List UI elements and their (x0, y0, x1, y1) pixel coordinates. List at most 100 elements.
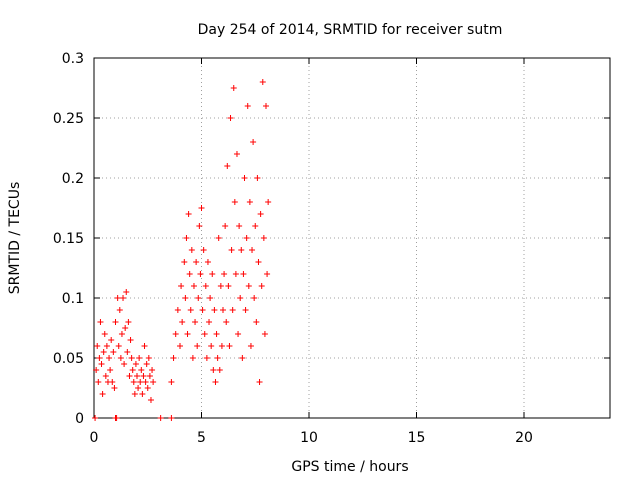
data-point (181, 259, 188, 265)
x-tick-label: 10 (300, 430, 318, 446)
data-point (229, 307, 236, 313)
y-axis-label: SRMTID / TECUs (7, 182, 23, 295)
x-tick-label: 20 (515, 430, 533, 446)
data-point (222, 223, 229, 229)
y-tick-label: 0.3 (62, 51, 84, 67)
data-point (120, 295, 127, 301)
data-point (98, 361, 105, 367)
data-point (196, 223, 203, 229)
data-point (113, 415, 120, 421)
data-point (131, 391, 138, 397)
data-point (106, 355, 113, 361)
data-point (100, 349, 107, 355)
data-point (97, 319, 104, 325)
y-tick-label: 0.05 (53, 351, 84, 367)
data-point (252, 223, 259, 229)
data-point (170, 355, 177, 361)
data-point (147, 397, 154, 403)
data-point (101, 331, 108, 337)
data-point (182, 295, 189, 301)
y-tick-label: 0.2 (62, 171, 84, 187)
data-point (233, 151, 240, 157)
data-point (208, 343, 215, 349)
data-point (136, 355, 143, 361)
data-point (92, 415, 99, 421)
data-point (149, 367, 156, 373)
data-point (185, 211, 192, 217)
data-point (217, 283, 224, 289)
data-point (211, 307, 218, 313)
data-point (190, 283, 197, 289)
data-point (103, 343, 110, 349)
y-tick-label: 0.15 (53, 231, 84, 247)
data-point (209, 271, 216, 277)
data-point (260, 235, 267, 241)
y-tick-label: 0.1 (62, 291, 84, 307)
data-point (230, 85, 237, 91)
data-point (231, 199, 238, 205)
data-point (204, 259, 211, 265)
data-point (122, 325, 129, 331)
y-tick-label: 0 (75, 411, 84, 427)
data-point (124, 349, 131, 355)
data-point (254, 175, 261, 181)
data-point (112, 319, 119, 325)
data-point (132, 361, 139, 367)
data-point (258, 283, 265, 289)
data-point (261, 331, 268, 337)
data-point (110, 349, 117, 355)
data-point (99, 391, 106, 397)
data-point (223, 319, 230, 325)
data-point (186, 271, 193, 277)
data-point (189, 355, 196, 361)
data-point (107, 367, 114, 373)
data-point (195, 295, 202, 301)
data-point (263, 103, 269, 109)
x-tick-label: 0 (90, 430, 99, 446)
data-point (206, 319, 213, 325)
data-point (241, 175, 248, 181)
data-point (236, 223, 243, 229)
x-axis-label: GPS time / hours (291, 459, 408, 475)
data-point (178, 283, 185, 289)
data-point (238, 247, 245, 253)
data-point (251, 295, 258, 301)
data-point (142, 379, 149, 385)
data-point (118, 331, 125, 337)
data-point (109, 379, 116, 385)
chart-title: Day 254 of 2014, SRMTID for receiver sut… (198, 22, 503, 38)
data-point (240, 271, 247, 277)
data-point (214, 355, 221, 361)
data-point (116, 307, 123, 313)
data-point (129, 367, 136, 373)
data-point (130, 379, 137, 385)
data-point (197, 271, 204, 277)
data-point (257, 211, 264, 217)
data-point (95, 379, 102, 385)
data-point (138, 367, 145, 373)
data-point (126, 373, 133, 379)
data-point (224, 163, 231, 169)
data-point (192, 319, 199, 325)
data-point (212, 379, 219, 385)
data-point (108, 337, 115, 343)
x-tick-label: 15 (408, 430, 426, 446)
data-point (102, 373, 109, 379)
data-point (253, 319, 260, 325)
axis-ticks: 0 5 10 15 20 0 0.05 0.1 0.15 0.2 0.25 0.3 (53, 51, 610, 446)
data-point (215, 235, 222, 241)
data-point (117, 355, 124, 361)
data-point (237, 295, 244, 301)
data-point (239, 355, 246, 361)
data-point (157, 415, 164, 421)
data-point (207, 295, 214, 301)
data-point (134, 373, 140, 379)
data-point (93, 367, 100, 373)
data-point (135, 385, 142, 391)
data-point (179, 319, 186, 325)
data-point (111, 385, 118, 391)
data-point (250, 139, 257, 145)
data-point (259, 79, 266, 85)
data-point (194, 343, 201, 349)
